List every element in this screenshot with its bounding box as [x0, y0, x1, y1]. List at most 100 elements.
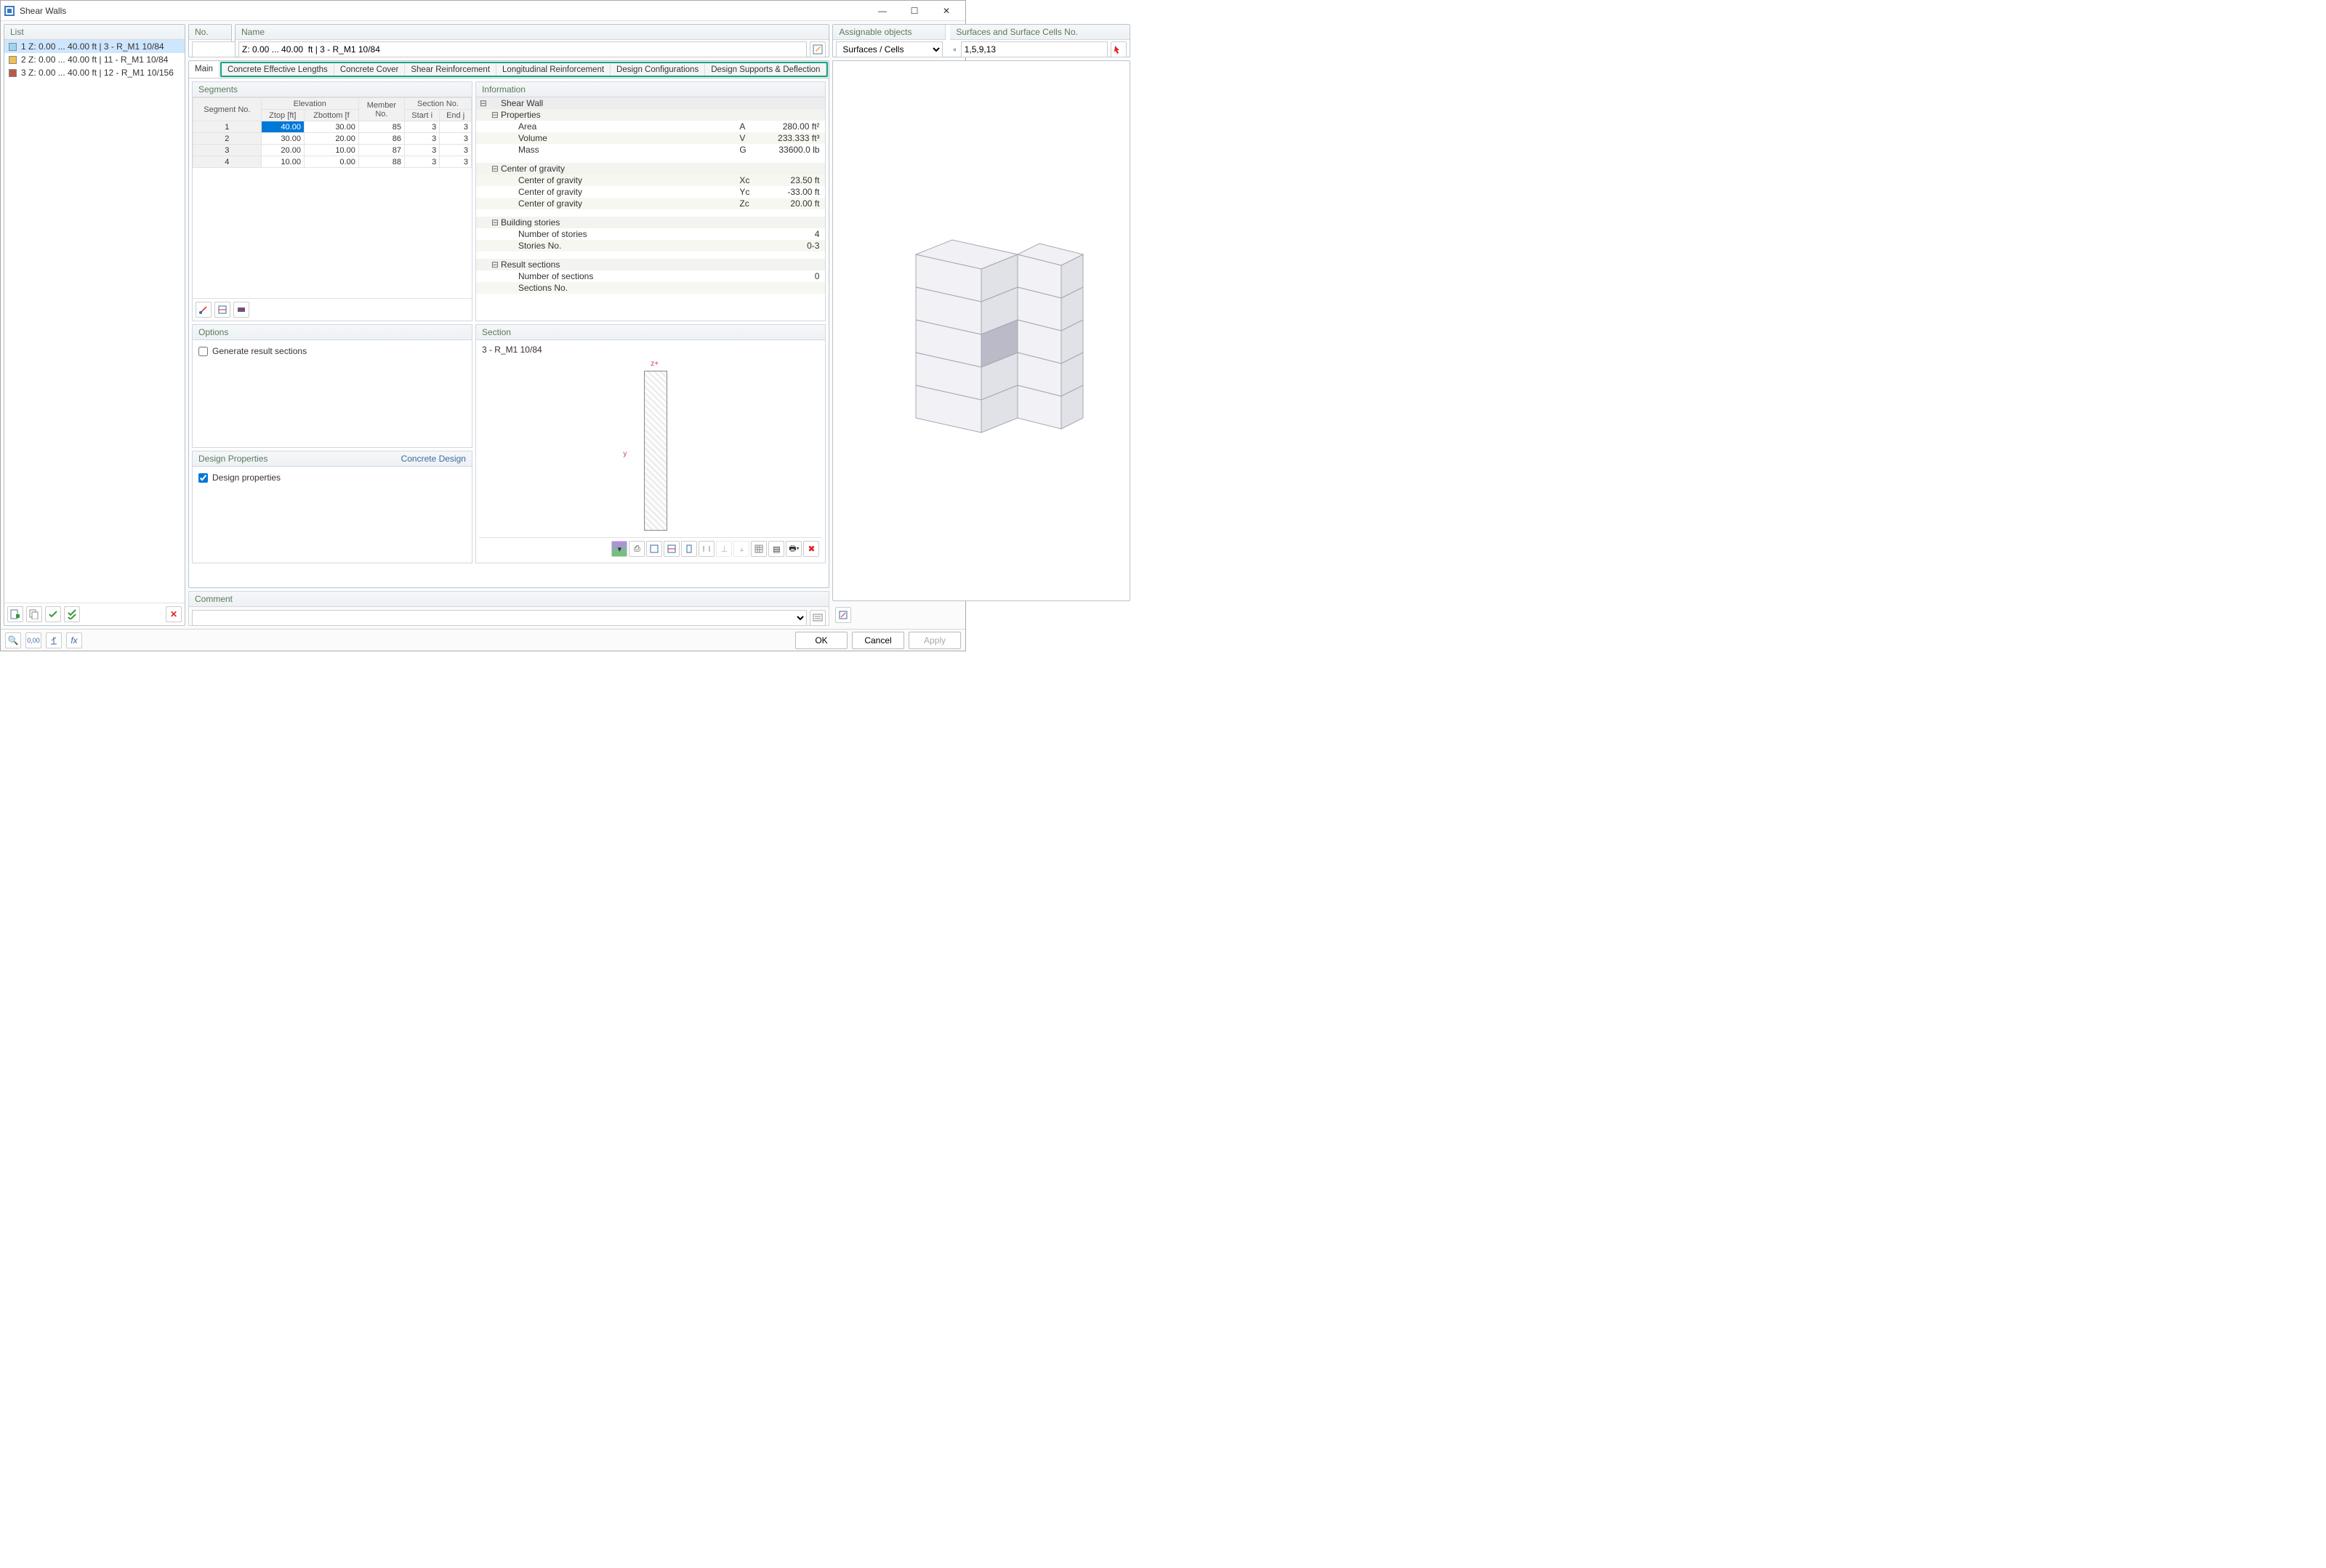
info-row: ⊟Result sections: [476, 259, 825, 270]
sectb-3[interactable]: [646, 541, 662, 557]
list-check1-button[interactable]: [45, 606, 61, 622]
segments-cell[interactable]: 20.00: [261, 145, 304, 156]
segments-cell[interactable]: 10.00: [304, 145, 358, 156]
list-copy-button[interactable]: [26, 606, 42, 622]
sectb-7[interactable]: ⊥: [716, 541, 732, 557]
body: List 1 Z: 0.00 ... 40.00 ft | 3 - R_M1 1…: [1, 21, 965, 629]
tab-longitudinal-reinforcement[interactable]: Longitudinal Reinforcement: [496, 63, 611, 76]
section-header: Section: [476, 325, 825, 340]
section-label: 3 - R_M1 10/84: [479, 343, 822, 356]
section-y-axis-label: y: [623, 450, 627, 458]
minimize-button[interactable]: —: [866, 1, 898, 21]
list-new-button[interactable]: [7, 606, 23, 622]
sectb-1[interactable]: ▾: [611, 541, 627, 557]
sectb-6[interactable]: [699, 541, 715, 557]
sectb-9[interactable]: [751, 541, 767, 557]
sectb-11[interactable]: 🖶▾: [786, 541, 802, 557]
segments-table[interactable]: Segment No.ElevationMemberNo.Section No.…: [193, 97, 472, 298]
maximize-button[interactable]: ☐: [898, 1, 930, 21]
segments-cell[interactable]: 1: [193, 121, 262, 133]
footer-model-button[interactable]: [46, 632, 62, 648]
tab-concrete-effective-lengths[interactable]: Concrete Effective Lengths: [222, 63, 334, 76]
design-properties-checkbox[interactable]: [198, 473, 208, 483]
model-view[interactable]: [832, 60, 1130, 601]
segments-cell[interactable]: 3: [440, 156, 472, 168]
segments-cell[interactable]: 3: [440, 133, 472, 145]
segments-cell[interactable]: 40.00: [261, 121, 304, 133]
sectb-5[interactable]: [681, 541, 697, 557]
footer-units-button[interactable]: 0,00: [25, 632, 41, 648]
footer-help-button[interactable]: 🔍: [5, 632, 21, 648]
apply-button[interactable]: Apply: [909, 632, 961, 649]
segments-cell[interactable]: 3: [440, 121, 472, 133]
segments-cell[interactable]: 3: [440, 145, 472, 156]
segments-cell[interactable]: 88: [358, 156, 404, 168]
tab-concrete-cover[interactable]: Concrete Cover: [334, 63, 406, 76]
sectb-4[interactable]: [664, 541, 680, 557]
building-3d: [872, 214, 1090, 447]
assignable-left-header: Assignable objects: [833, 25, 946, 40]
name-input[interactable]: [238, 41, 807, 57]
comment-edit-button[interactable]: [810, 610, 826, 626]
section-toolbar: ▾ ⎙ ⊥ ⫠ ▤ 🖶▾ ✖: [479, 537, 822, 560]
segments-cell[interactable]: 3: [405, 156, 440, 168]
sectb-12[interactable]: ✖: [803, 541, 819, 557]
footer-fx-button[interactable]: fx: [66, 632, 82, 648]
close-button[interactable]: ✕: [930, 1, 962, 21]
seg-tool-1[interactable]: [196, 302, 212, 318]
generate-result-sections-row: Generate result sections: [198, 346, 466, 356]
list-delete-button[interactable]: ✕: [166, 606, 182, 622]
list-item-swatch: [9, 69, 17, 77]
segments-toolbar: [193, 298, 472, 321]
assignable-panel: Assignable objects Surfaces / Cells Surf…: [832, 24, 1130, 57]
info-row: ⊟Building stories: [476, 217, 825, 228]
top-row: No. Name: [188, 24, 829, 57]
info-row: Sections No.: [476, 282, 825, 294]
seg-tool-3[interactable]: [233, 302, 249, 318]
segments-cell[interactable]: 4: [193, 156, 262, 168]
name-header: Name: [236, 25, 829, 40]
segments-cell[interactable]: 85: [358, 121, 404, 133]
section-shape: [644, 371, 667, 531]
segments-cell[interactable]: 3: [405, 133, 440, 145]
seg-tool-2[interactable]: [214, 302, 230, 318]
name-edit-button[interactable]: [810, 41, 826, 57]
tab-main[interactable]: Main: [189, 61, 220, 79]
sectb-2[interactable]: ⎙: [629, 541, 645, 557]
surfaces-input[interactable]: [961, 41, 1108, 57]
segments-cell[interactable]: 20.00: [304, 133, 358, 145]
sectb-10[interactable]: ▤: [768, 541, 784, 557]
segments-cell[interactable]: 3: [405, 121, 440, 133]
surfaces-icon: ▫: [953, 44, 956, 55]
list-item[interactable]: 3 Z: 0.00 ... 40.00 ft | 12 - R_M1 10/15…: [4, 66, 185, 79]
segments-cell[interactable]: 10.00: [261, 156, 304, 168]
titlebar: Shear Walls — ☐ ✕: [1, 1, 965, 21]
segments-cell[interactable]: 0.00: [304, 156, 358, 168]
comment-input[interactable]: [192, 610, 807, 626]
assignable-right-header: Surfaces and Surface Cells No.: [950, 25, 1130, 40]
ok-button[interactable]: OK: [795, 632, 848, 649]
assignable-combo[interactable]: Surfaces / Cells: [836, 41, 943, 57]
info-row: Number of sections0: [476, 270, 825, 282]
sectb-8[interactable]: ⫠: [733, 541, 749, 557]
segments-cell[interactable]: 3: [193, 145, 262, 156]
tab-design-configurations[interactable]: Design Configurations: [611, 63, 705, 76]
list-item[interactable]: 2 Z: 0.00 ... 40.00 ft | 11 - R_M1 10/84: [4, 53, 185, 66]
segments-cell[interactable]: 86: [358, 133, 404, 145]
segments-cell[interactable]: 3: [405, 145, 440, 156]
view3d-button-1[interactable]: [835, 607, 851, 623]
segments-cell[interactable]: 30.00: [261, 133, 304, 145]
list-item-swatch: [9, 43, 17, 51]
list-item[interactable]: 1 Z: 0.00 ... 40.00 ft | 3 - R_M1 10/84: [4, 40, 185, 53]
tab-design-supports-deflection[interactable]: Design Supports & Deflection: [705, 63, 826, 76]
list-check2-button[interactable]: [64, 606, 80, 622]
segments-cell[interactable]: 2: [193, 133, 262, 145]
information-header: Information: [476, 82, 825, 97]
tab-shear-reinforcement[interactable]: Shear Reinforcement: [405, 63, 496, 76]
generate-result-sections-checkbox[interactable]: [198, 347, 208, 356]
footer: 🔍 0,00 fx OK Cancel Apply: [1, 629, 965, 651]
surfaces-pick-button[interactable]: [1111, 41, 1127, 57]
segments-cell[interactable]: 30.00: [304, 121, 358, 133]
cancel-button[interactable]: Cancel: [852, 632, 904, 649]
segments-cell[interactable]: 87: [358, 145, 404, 156]
